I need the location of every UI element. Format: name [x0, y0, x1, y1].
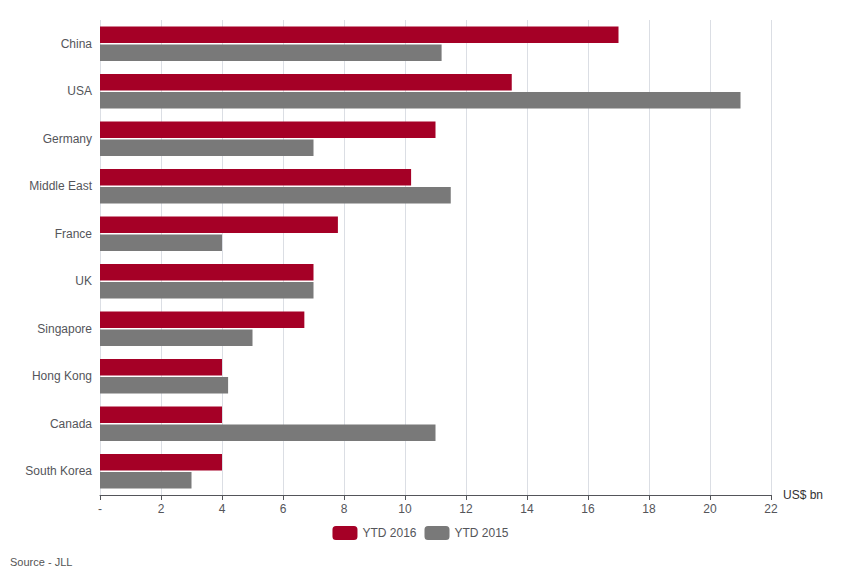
svg-text:UK: UK	[75, 274, 92, 288]
svg-text:12: 12	[459, 502, 473, 516]
svg-text:6: 6	[280, 502, 287, 516]
svg-text:20: 20	[703, 502, 717, 516]
svg-text:16: 16	[581, 502, 595, 516]
svg-text:Hong Kong: Hong Kong	[32, 369, 92, 383]
svg-text:-: -	[98, 502, 102, 516]
svg-text:2: 2	[158, 502, 165, 516]
svg-text:US$ bn: US$ bn	[783, 488, 823, 502]
svg-text:22: 22	[764, 502, 778, 516]
svg-text:14: 14	[520, 502, 534, 516]
svg-text:YTD 2015: YTD 2015	[455, 526, 509, 540]
svg-text:Canada: Canada	[50, 417, 92, 431]
svg-text:USA: USA	[67, 84, 92, 98]
svg-text:Germany: Germany	[43, 132, 92, 146]
svg-text:South Korea: South Korea	[25, 464, 92, 478]
svg-text:Singapore: Singapore	[37, 322, 92, 336]
svg-text:Source - JLL: Source - JLL	[10, 556, 72, 568]
svg-text:YTD 2016: YTD 2016	[362, 526, 416, 540]
svg-text:10: 10	[398, 502, 412, 516]
svg-text:18: 18	[642, 502, 656, 516]
svg-text:Middle East: Middle East	[29, 179, 92, 193]
svg-text:8: 8	[341, 502, 348, 516]
svg-text:France: France	[55, 227, 93, 241]
svg-text:China: China	[61, 37, 93, 51]
svg-text:4: 4	[219, 502, 226, 516]
